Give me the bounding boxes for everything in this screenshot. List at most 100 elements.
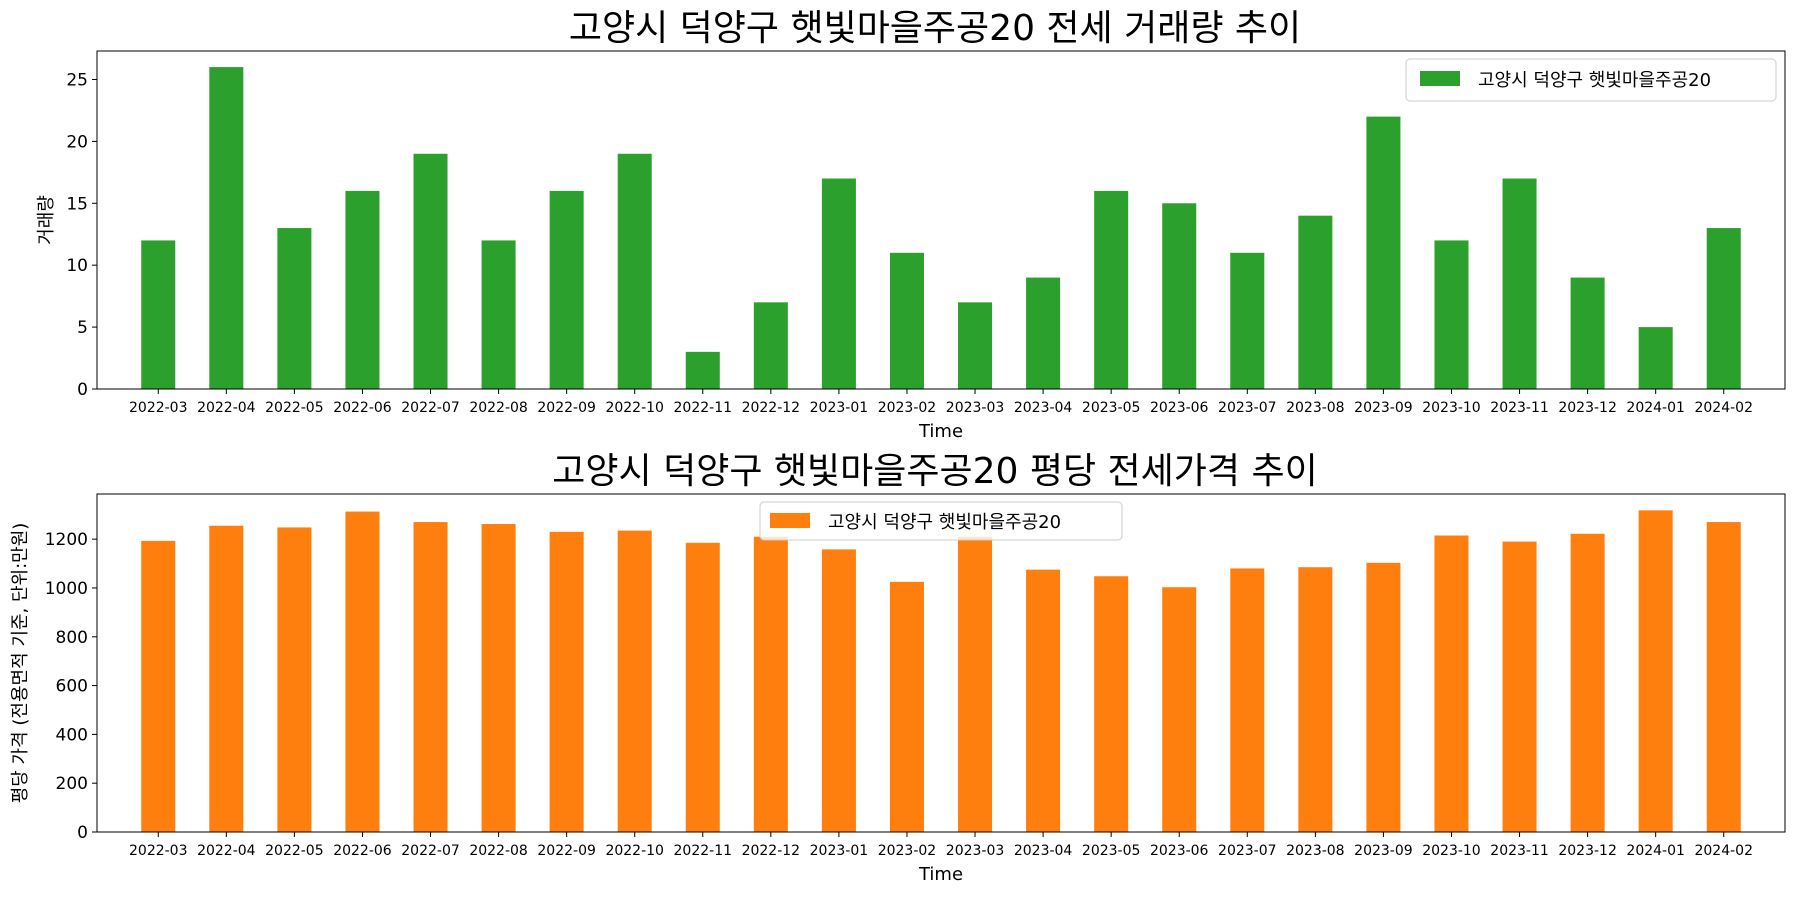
bar-2023-11 xyxy=(1502,178,1537,389)
bar-2023-03 xyxy=(958,302,993,389)
bar-2022-06 xyxy=(345,190,380,389)
x-tick-label: 2022-12 xyxy=(742,843,801,859)
bar-2023-09 xyxy=(1366,562,1401,832)
x-tick-label: 2022-09 xyxy=(537,843,596,859)
x-tick-label: 2022-06 xyxy=(333,400,392,416)
legend-swatch xyxy=(770,513,810,528)
x-tick-label: 2023-03 xyxy=(946,843,1005,859)
bar-2024-02 xyxy=(1706,228,1741,389)
bar-2023-11 xyxy=(1502,541,1537,832)
y-tick-label: 0 xyxy=(77,380,88,400)
bar-2022-11 xyxy=(685,542,720,832)
x-tick-label: 2023-01 xyxy=(810,843,869,859)
x-tick-label: 2024-01 xyxy=(1626,843,1685,859)
x-axis-label: Time xyxy=(918,864,963,885)
bar-2023-12 xyxy=(1570,533,1605,832)
y-axis-label: 평당 가격 (전용면적 기준, 단위:만원) xyxy=(10,523,31,804)
y-tick-label: 0 xyxy=(77,823,88,843)
x-tick-label: 2024-02 xyxy=(1694,400,1753,416)
x-tick-label: 2023-06 xyxy=(1150,843,1209,859)
x-tick-label: 2023-06 xyxy=(1150,400,1209,416)
x-tick-label: 2022-03 xyxy=(129,400,188,416)
x-ticks: 2022-03 2022-04 2022-05 2022-06 2022-07 2022-… xyxy=(129,389,1753,416)
x-tick-label: 2023-12 xyxy=(1558,400,1617,416)
legend-box xyxy=(759,501,1123,541)
bar-2022-05 xyxy=(277,228,312,389)
x-tick-label: 2024-01 xyxy=(1626,400,1685,416)
x-tick-label: 2022-07 xyxy=(401,843,460,859)
bar-2022-06 xyxy=(345,511,380,832)
bar-2022-07 xyxy=(413,153,448,389)
bar-2023-10 xyxy=(1434,535,1469,832)
x-tick-label: 2023-05 xyxy=(1082,843,1141,859)
x-tick-label: 2022-07 xyxy=(401,400,460,416)
bar-2022-07 xyxy=(413,522,448,832)
x-tick-label: 2024-02 xyxy=(1694,843,1753,859)
bar-2022-08 xyxy=(481,240,516,389)
y-ticks: 0 5 10 15 20 25 xyxy=(66,70,97,400)
bar-2022-10 xyxy=(617,153,652,389)
bar-2023-04 xyxy=(1026,569,1061,832)
y-tick-label: 400 xyxy=(56,725,88,745)
bars-group xyxy=(141,510,1741,832)
bar-2024-01 xyxy=(1638,327,1673,389)
bar-2023-07 xyxy=(1230,252,1265,389)
x-tick-label: 2023-07 xyxy=(1218,843,1277,859)
x-axis-label: Time xyxy=(918,421,963,442)
legend-label: 고양시 덕양구 햇빛마을주공20 xyxy=(828,512,1061,533)
x-tick-label: 2023-11 xyxy=(1490,400,1549,416)
bar-2023-05 xyxy=(1094,190,1129,389)
bar-2023-06 xyxy=(1162,587,1197,832)
bar-2023-01 xyxy=(821,178,856,389)
x-tick-label: 2023-03 xyxy=(946,400,1005,416)
x-tick-label: 2022-04 xyxy=(197,843,256,859)
x-tick-label: 2023-02 xyxy=(878,843,937,859)
y-tick-label: 10 xyxy=(66,256,88,276)
legend: 고양시 덕양구 햇빛마을주공20 xyxy=(1405,58,1777,102)
bar-2022-03 xyxy=(141,240,176,389)
legend-box xyxy=(1405,58,1777,102)
x-tick-label: 2023-07 xyxy=(1218,400,1277,416)
x-tick-label: 2022-04 xyxy=(197,400,256,416)
x-tick-label: 2022-08 xyxy=(469,400,528,416)
y-tick-label: 20 xyxy=(66,132,88,152)
x-tick-label: 2023-01 xyxy=(810,400,869,416)
x-tick-label: 2023-05 xyxy=(1082,400,1141,416)
plot-frame xyxy=(96,493,1786,833)
x-tick-label: 2022-03 xyxy=(129,843,188,859)
x-tick-label: 2023-10 xyxy=(1422,400,1481,416)
bar-2023-08 xyxy=(1298,567,1333,832)
x-tick-label: 2022-12 xyxy=(742,400,801,416)
bar-2023-04 xyxy=(1026,277,1061,389)
x-tick-label: 2023-09 xyxy=(1354,843,1413,859)
bar-2023-01 xyxy=(821,549,856,832)
bar-2022-11 xyxy=(685,351,720,389)
chart-price-per-pyeong: 고양시 덕양구 햇빛마을주공20 평당 전세가격 추이 0 200 400 600 80… xyxy=(10,451,1786,885)
x-tick-label: 2023-12 xyxy=(1558,843,1617,859)
bar-2023-02 xyxy=(889,252,924,389)
chart-title: 고양시 덕양구 햇빛마을주공20 평당 전세가격 추이 xyxy=(552,451,1317,492)
x-tick-label: 2022-11 xyxy=(674,843,733,859)
x-tick-label: 2022-10 xyxy=(605,843,664,859)
bar-2022-03 xyxy=(141,540,176,832)
y-tick-label: 1000 xyxy=(45,579,88,599)
x-tick-label: 2023-04 xyxy=(1014,400,1073,416)
x-tick-label: 2023-02 xyxy=(878,400,937,416)
x-tick-label: 2023-10 xyxy=(1422,843,1481,859)
y-tick-label: 800 xyxy=(56,628,88,648)
bar-2022-05 xyxy=(277,527,312,832)
bar-2022-10 xyxy=(617,530,652,832)
bar-2024-02 xyxy=(1706,522,1741,832)
legend-swatch xyxy=(1420,71,1460,86)
bar-2023-09 xyxy=(1366,116,1401,390)
y-ticks: 0 200 400 600 800 1000 1200 xyxy=(45,530,97,843)
x-tick-label: 2022-06 xyxy=(333,843,392,859)
y-tick-label: 25 xyxy=(66,70,88,90)
bar-2023-10 xyxy=(1434,240,1469,389)
x-tick-label: 2022-11 xyxy=(674,400,733,416)
bar-2022-09 xyxy=(549,190,584,389)
chart-transaction-volume: 고양시 덕양구 햇빛마을주공20 전세 거래량 추이 0 5 10 15 20 25 20… xyxy=(36,8,1786,442)
x-tick-label: 2023-08 xyxy=(1286,400,1345,416)
bar-2022-12 xyxy=(753,302,788,389)
bar-2024-01 xyxy=(1638,510,1673,832)
